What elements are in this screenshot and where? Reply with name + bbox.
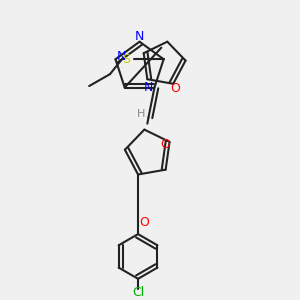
Text: O: O <box>139 216 149 229</box>
Text: O: O <box>170 82 180 95</box>
Text: S: S <box>122 53 130 66</box>
Text: N: N <box>117 50 126 63</box>
Text: H: H <box>137 109 145 119</box>
Text: N: N <box>144 81 153 94</box>
Text: N: N <box>135 30 144 43</box>
Text: Cl: Cl <box>132 286 144 299</box>
Text: O: O <box>160 138 170 152</box>
